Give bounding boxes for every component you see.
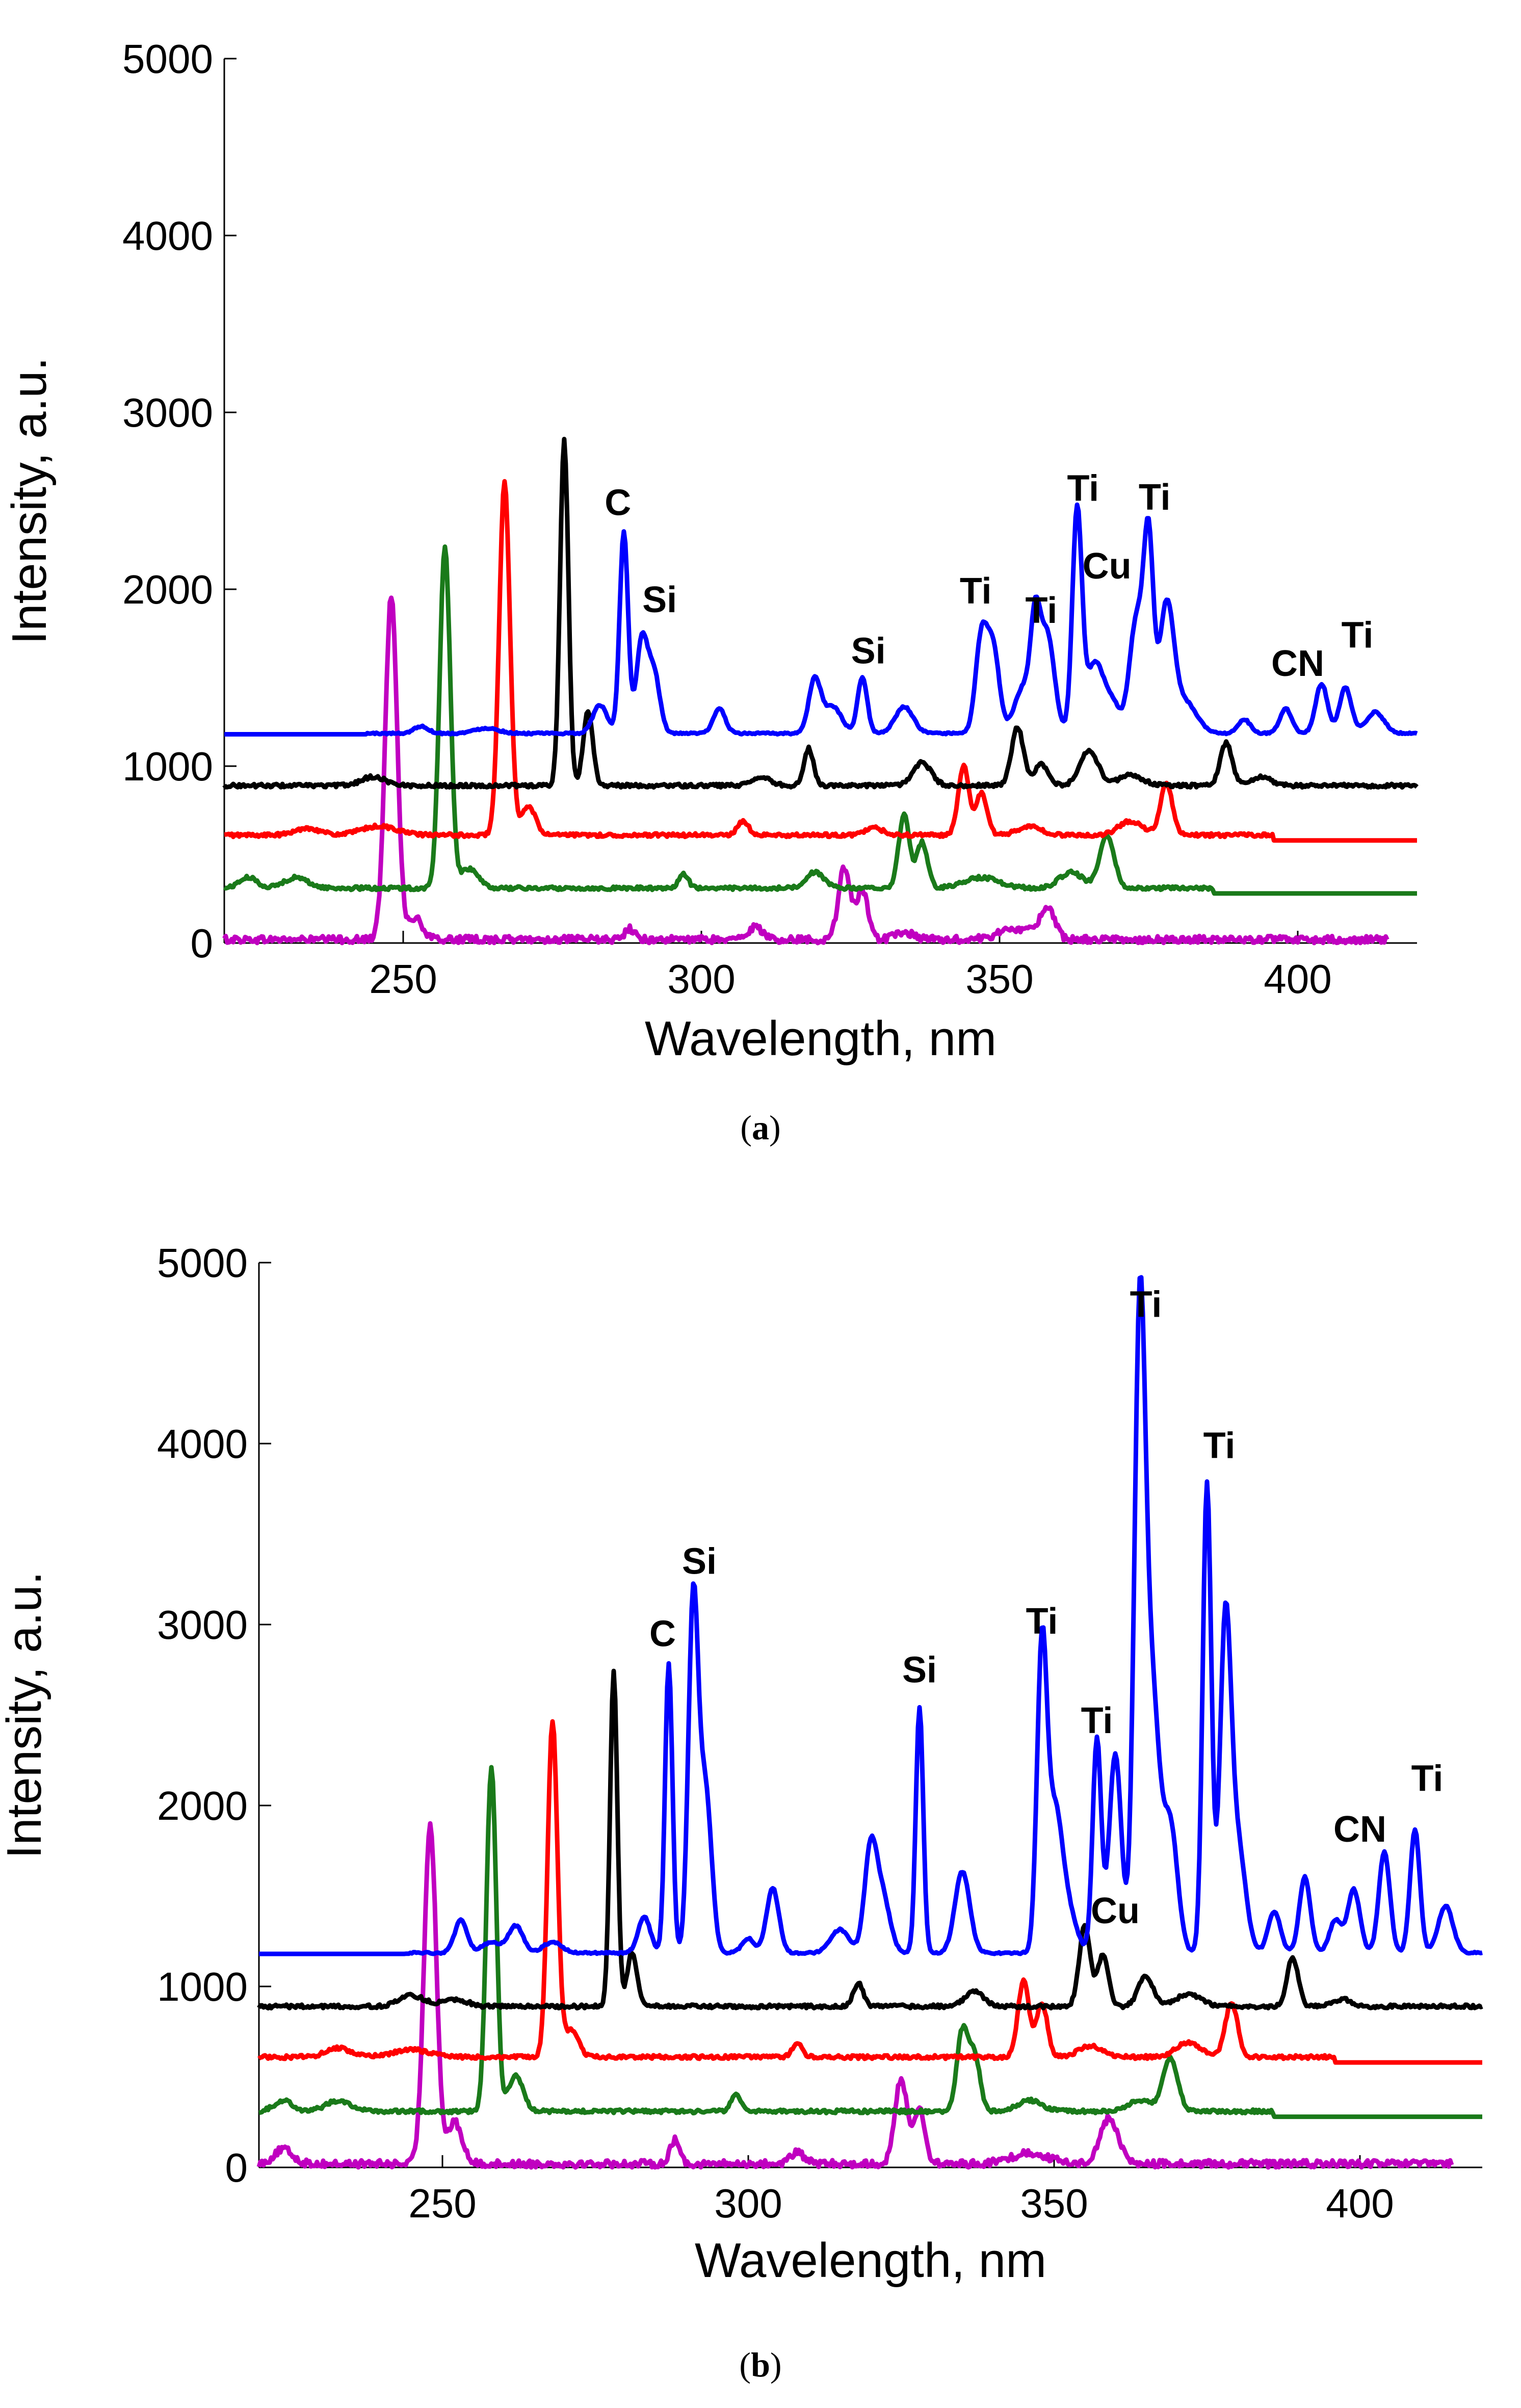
x-tick-label: 300 xyxy=(667,956,735,1002)
caption-letter: b xyxy=(751,2345,770,2384)
peak-annotation: Ti xyxy=(1026,1601,1058,1642)
figure-caption: (b) xyxy=(739,2345,781,2384)
x-axis-label: Wavelength, nm xyxy=(645,1011,996,1066)
y-tick-label: 0 xyxy=(225,2145,248,2190)
x-tick-label: 400 xyxy=(1326,2181,1394,2226)
peak-annotation: Cu xyxy=(1091,1891,1140,1931)
peak-annotation: Ti xyxy=(1342,615,1374,656)
peak-annotation: Ti xyxy=(1081,1700,1113,1741)
peak-annotation: Ti xyxy=(960,571,992,612)
x-tick-label: 250 xyxy=(369,956,437,1002)
x-tick-label: 400 xyxy=(1264,956,1331,1002)
series-line-black xyxy=(257,1668,1483,2011)
peak-annotation: CN xyxy=(1333,1809,1386,1850)
y-tick-label: 3000 xyxy=(122,390,213,435)
caption-close-paren: ) xyxy=(770,2345,782,2384)
series-line-blue xyxy=(258,1275,1483,1956)
x-tick-label: 250 xyxy=(408,2181,476,2226)
y-tick-label: 1000 xyxy=(122,744,213,789)
spectrum-chart-b: 0 1000 2000 3000 4000 5000 250 300 350 400 Wavelen… xyxy=(0,1240,1483,2384)
peak-annotation: Cu xyxy=(1083,546,1132,587)
peak-annotation: Ti xyxy=(1067,468,1099,509)
x-tick-label: 300 xyxy=(714,2181,782,2226)
spectrum-chart-a: 0 1000 2000 3000 4000 5000 250 300 350 400 Wavelen… xyxy=(2,36,1419,1147)
y-tick-label: 2000 xyxy=(122,567,213,612)
series-line-magenta xyxy=(256,1821,1454,2170)
y-tick-label: 2000 xyxy=(157,1783,248,1828)
peak-annotation: Ti xyxy=(1130,1285,1162,1325)
x-tick-label: 350 xyxy=(1020,2181,1088,2226)
peak-annotation: Ti xyxy=(1139,477,1171,518)
peak-annotation: Si xyxy=(902,1650,937,1691)
y-tick-label: 5000 xyxy=(157,1240,248,1286)
x-axis-label: Wavelength, nm xyxy=(695,2233,1046,2288)
peak-annotation: Si xyxy=(642,580,677,620)
caption-open-paren: ( xyxy=(739,2345,751,2384)
y-tick-label: 3000 xyxy=(157,1602,248,1647)
y-tick-label: 0 xyxy=(191,921,214,966)
series-line-green xyxy=(258,1765,1483,2119)
series-line-magenta xyxy=(222,595,1389,946)
peak-annotation: Si xyxy=(851,631,886,672)
series-line-blue xyxy=(223,502,1418,737)
peak-annotation: Ti xyxy=(1411,1759,1444,1799)
x-tick-label: 350 xyxy=(965,956,1033,1002)
caption-letter: a xyxy=(752,1108,769,1147)
caption-close-paren: ) xyxy=(769,1108,781,1147)
y-axis-label: Intensity, a.u. xyxy=(0,1572,51,1859)
y-tick-label: 4000 xyxy=(157,1421,248,1467)
y-tick-label: 4000 xyxy=(122,213,213,258)
caption-open-paren: ( xyxy=(740,1108,752,1147)
peak-annotation: C xyxy=(649,1614,676,1655)
peak-annotation: CN xyxy=(1271,643,1324,684)
peak-annotation: Ti xyxy=(1026,590,1058,631)
peak-annotation: C xyxy=(605,482,631,523)
peak-annotation: Ti xyxy=(1203,1425,1236,1466)
peak-annotation: Si xyxy=(682,1541,717,1582)
y-axis-label: Intensity, a.u. xyxy=(2,357,57,645)
series-line-red xyxy=(223,479,1418,843)
figure-caption: (a) xyxy=(740,1108,780,1147)
series-line-red xyxy=(257,1719,1483,2065)
y-tick-label: 1000 xyxy=(157,1964,248,2009)
series-line-green xyxy=(223,544,1418,896)
series-line-black xyxy=(222,436,1419,790)
y-tick-label: 5000 xyxy=(122,36,213,82)
